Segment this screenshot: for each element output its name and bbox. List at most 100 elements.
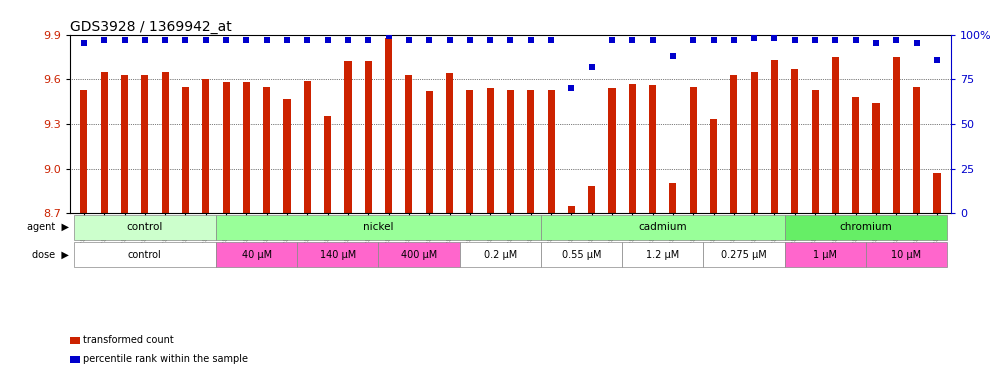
Bar [527, 89, 534, 213]
Bar [913, 87, 920, 213]
Point [828, 37, 844, 43]
Text: GDS3928 / 1369942_at: GDS3928 / 1369942_at [70, 20, 231, 33]
Point [888, 37, 904, 43]
Text: 1 μM: 1 μM [814, 250, 838, 260]
Point [564, 85, 580, 91]
Bar [284, 99, 291, 213]
Bar [460, 242, 541, 267]
Point [624, 37, 640, 43]
Point [869, 40, 884, 46]
Point [767, 35, 783, 41]
Text: 400 μM: 400 μM [401, 250, 437, 260]
Point [726, 37, 742, 43]
Point [380, 33, 396, 40]
Point [604, 37, 620, 43]
Bar [304, 81, 311, 213]
Text: cadmium: cadmium [638, 222, 687, 232]
Bar [243, 82, 250, 213]
Text: control: control [126, 222, 163, 232]
Text: 40 μM: 40 μM [241, 250, 272, 260]
Point [502, 37, 518, 43]
Bar [541, 215, 785, 240]
Bar [785, 215, 947, 240]
Bar [81, 89, 88, 213]
Bar [649, 85, 656, 213]
Bar [216, 215, 541, 240]
Text: 0.55 μM: 0.55 μM [562, 250, 602, 260]
Point [340, 37, 356, 43]
Point [523, 37, 539, 43]
Bar [791, 69, 799, 213]
Point [300, 37, 316, 43]
Bar [507, 89, 514, 213]
Point [238, 37, 254, 43]
Bar [405, 75, 412, 213]
Bar [345, 61, 352, 213]
Bar [785, 242, 866, 267]
Bar [703, 242, 785, 267]
Bar [622, 242, 703, 267]
Point [705, 37, 721, 43]
Bar [216, 242, 297, 267]
Point [361, 37, 376, 43]
Text: dose  ▶: dose ▶ [33, 250, 70, 260]
Bar [933, 173, 940, 213]
Point [848, 37, 864, 43]
Bar [378, 242, 460, 267]
Bar [182, 87, 189, 213]
Bar [466, 89, 473, 213]
Point [198, 37, 214, 43]
Text: percentile rank within the sample: percentile rank within the sample [83, 354, 248, 364]
Text: transformed count: transformed count [83, 335, 173, 345]
Bar [609, 88, 616, 213]
Text: 0.2 μM: 0.2 μM [484, 250, 517, 260]
Point [76, 40, 92, 46]
Bar [771, 60, 778, 213]
Bar [812, 89, 819, 213]
Bar [853, 97, 860, 213]
Point [320, 37, 336, 43]
Bar [588, 186, 596, 213]
Point [929, 56, 945, 63]
Point [259, 37, 275, 43]
Bar [669, 184, 676, 213]
Text: chromium: chromium [840, 222, 892, 232]
Text: 10 μM: 10 μM [891, 250, 921, 260]
Bar [832, 57, 839, 213]
Point [177, 37, 193, 43]
Bar [263, 87, 270, 213]
Bar [751, 72, 758, 213]
Point [441, 37, 457, 43]
Bar [568, 206, 575, 213]
Bar [121, 75, 128, 213]
Bar [365, 61, 372, 213]
Point [157, 37, 173, 43]
Bar [425, 91, 433, 213]
Bar [74, 215, 216, 240]
Point [807, 37, 823, 43]
Point [97, 37, 113, 43]
Bar [866, 242, 947, 267]
Bar [446, 73, 453, 213]
Bar [101, 72, 108, 213]
Point [584, 64, 600, 70]
Bar [892, 57, 900, 213]
Bar [628, 84, 635, 213]
Bar [541, 242, 622, 267]
Text: nickel: nickel [364, 222, 393, 232]
Point [787, 37, 803, 43]
Bar [710, 119, 717, 213]
Text: 0.275 μM: 0.275 μM [721, 250, 767, 260]
Point [117, 37, 132, 43]
Text: 1.2 μM: 1.2 μM [646, 250, 679, 260]
Bar [487, 88, 494, 213]
Point [421, 37, 437, 43]
Text: agent  ▶: agent ▶ [27, 222, 70, 232]
Bar [730, 75, 737, 213]
Bar [222, 82, 230, 213]
Bar [141, 75, 148, 213]
Point [279, 37, 295, 43]
Point [218, 37, 234, 43]
Point [401, 37, 417, 43]
Text: 140 μM: 140 μM [320, 250, 356, 260]
